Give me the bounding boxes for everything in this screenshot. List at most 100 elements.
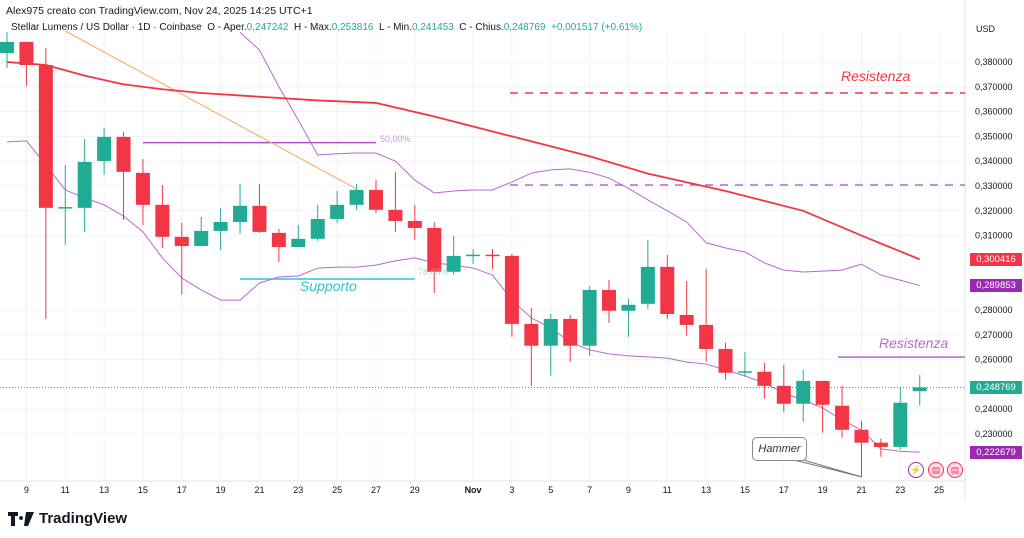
price-tick: 0,310000: [975, 231, 1013, 241]
candle-body: [504, 255, 519, 324]
chart-credit: Alex975 creato con TradingView.com, Nov …: [6, 5, 313, 17]
date-tick: 13: [99, 485, 109, 495]
date-tick: 3: [509, 485, 514, 495]
candle-body: [873, 442, 888, 447]
candle-body: [563, 318, 578, 346]
candle-body: [194, 230, 209, 247]
candle-body: [602, 289, 617, 311]
us-flag-icon[interactable]: ▤: [928, 462, 944, 478]
candle-body: [446, 255, 461, 272]
date-tick: 27: [371, 485, 381, 495]
hammer-callout[interactable]: Hammer: [752, 437, 807, 461]
date-tick: 17: [779, 485, 789, 495]
tradingview-logo-icon: [8, 511, 34, 526]
candle-body: [252, 205, 267, 232]
candle-body: [737, 371, 752, 373]
price-tick: 0,230000: [975, 429, 1013, 439]
candle-body: [388, 209, 403, 221]
price-tick: 0,270000: [975, 330, 1013, 340]
date-tick: 21: [254, 485, 264, 495]
date-tick: 17: [177, 485, 187, 495]
date-tick: 29: [410, 485, 420, 495]
date-tick: 9: [24, 485, 29, 495]
date-tick: 21: [856, 485, 866, 495]
date-tick: 19: [818, 485, 828, 495]
trendline: [65, 30, 357, 190]
candle-body: [77, 161, 92, 208]
price-tick: 0,350000: [975, 131, 1013, 141]
lightning-icon[interactable]: ⚡: [908, 462, 924, 478]
candle-body: [660, 266, 675, 314]
candle-body: [543, 318, 558, 346]
open-value: 0,247242: [246, 22, 289, 33]
candle-body: [699, 324, 714, 349]
candle-body: [718, 348, 733, 373]
tradingview-logo[interactable]: TradingView: [8, 510, 127, 527]
candle-body: [38, 64, 53, 208]
brand-name: TradingView: [39, 510, 128, 527]
resistance-top-label[interactable]: Resistenza: [841, 68, 911, 84]
currency-label: USD: [976, 24, 996, 34]
candle-body: [466, 254, 481, 257]
bb-lower-price-label: 0,222679: [970, 445, 1022, 459]
candle-body: [330, 204, 345, 219]
date-tick: 7: [587, 485, 592, 495]
open-label: O - Aper.: [207, 22, 247, 33]
change-value: +0,001517 (+0,61%): [551, 22, 643, 33]
candle-body: [854, 429, 869, 443]
candle-body: [582, 289, 597, 346]
high-value: 0,253816: [331, 22, 374, 33]
candle-body: [815, 380, 830, 405]
close-value: 0,248769: [503, 22, 546, 33]
date-tick: 25: [332, 485, 342, 495]
price-tick: 0,380000: [975, 57, 1013, 67]
price-tick: 0,320000: [975, 206, 1013, 216]
date-tick: 13: [701, 485, 711, 495]
price-tick: 0,340000: [975, 156, 1013, 166]
hammer-pointer: [799, 458, 862, 478]
date-tick: Nov: [465, 485, 482, 495]
candle-body: [291, 238, 306, 248]
candle-body: [679, 314, 694, 325]
low-label: L - Min.: [379, 22, 412, 33]
candle-body: [19, 41, 34, 65]
candle-body: [135, 172, 150, 205]
candle-body: [407, 220, 422, 228]
candle-body: [97, 136, 112, 161]
fib-50-label: 50,00%: [380, 134, 411, 144]
date-tick: 11: [663, 485, 672, 495]
candle-body: [116, 136, 131, 172]
us-flag-icon[interactable]: ▤: [947, 462, 963, 478]
bb-upper-price-label: 0,289853: [970, 279, 1022, 293]
support-label[interactable]: Supporto: [300, 278, 357, 294]
date-tick: 15: [740, 485, 750, 495]
date-tick: 23: [293, 485, 303, 495]
candle-body: [233, 205, 248, 222]
candle-body: [893, 402, 908, 447]
moving-average-line: [6, 61, 921, 261]
candle-body: [835, 405, 850, 430]
price-tick: 0,280000: [975, 305, 1013, 315]
candle-body: [310, 218, 325, 239]
price-tick: 0,370000: [975, 82, 1013, 92]
candle-body: [524, 323, 539, 346]
candle-body: [912, 387, 927, 392]
candle-body: [155, 204, 170, 237]
price-tick: 0,360000: [975, 107, 1013, 117]
symbol-legend: Stellar Lumens / US Dollar · 1D · Coinba…: [11, 22, 642, 33]
symbol-name[interactable]: Stellar Lumens / US Dollar · 1D · Coinba…: [11, 22, 202, 33]
candle-body: [213, 221, 228, 231]
candle-body: [640, 266, 655, 304]
resistance-low-label[interactable]: Resistenza: [879, 335, 949, 351]
candle-body: [0, 41, 14, 54]
date-tick: 19: [216, 485, 226, 495]
low-value: 0,241453: [411, 22, 454, 33]
bollinger-upper-band: [239, 31, 920, 287]
date-tick: 15: [138, 485, 148, 495]
high-label: H - Max.: [293, 22, 332, 33]
ma-price-label: 0,300416: [970, 252, 1022, 266]
price-tick: 0,260000: [975, 355, 1013, 365]
candle-body: [776, 385, 791, 404]
candle-body: [349, 189, 364, 205]
